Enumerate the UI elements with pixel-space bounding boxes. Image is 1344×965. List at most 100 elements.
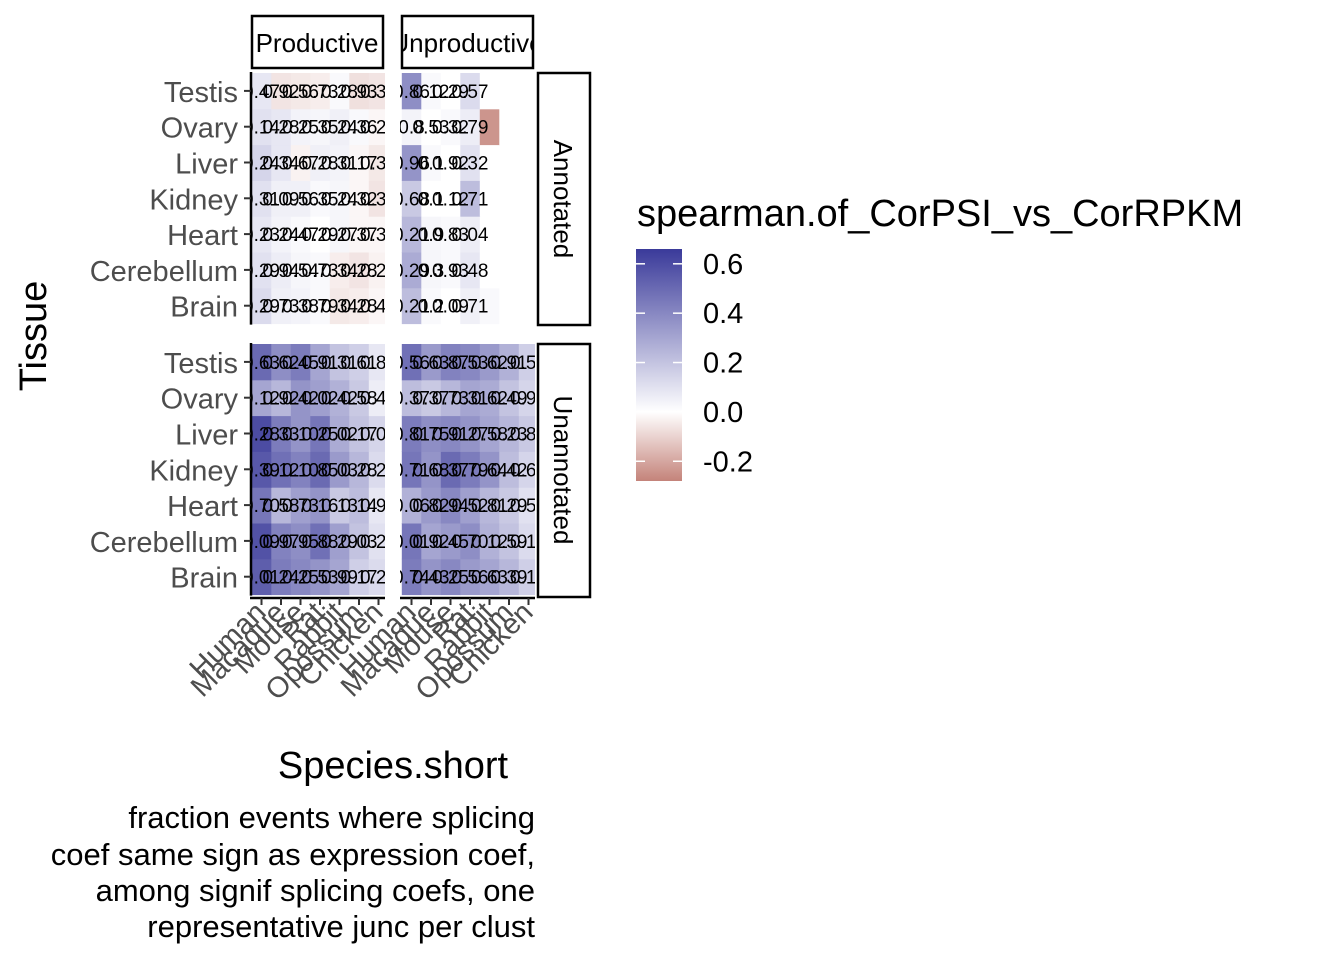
heatmap-cell: [401, 344, 422, 381]
heatmap-cell: [440, 451, 461, 488]
cell-label: 0.84: [510, 425, 547, 446]
heatmap-cell: [440, 144, 461, 181]
y-tick-label: Cerebellum: [90, 527, 238, 559]
heatmap-cell: [271, 415, 292, 452]
heatmap-cell: [479, 108, 500, 146]
legend-colorbar: [636, 249, 682, 481]
heatmap-cell: [251, 451, 272, 488]
heatmap-cell: [251, 487, 272, 524]
heatmap-cell: [421, 252, 442, 289]
cell-label: 0.91: [510, 389, 547, 410]
y-tick-label: Kidney: [149, 455, 238, 487]
heatmap-cell: [290, 144, 311, 181]
heatmap-cell: [290, 108, 311, 146]
panel-productive-annotated: [251, 73, 385, 325]
cell-label: 0.99: [321, 568, 358, 589]
cell-label: 0.63: [471, 568, 508, 589]
heatmap-cell: [460, 415, 481, 452]
cell-label: 0.56: [282, 82, 319, 103]
heatmap-cell: [290, 252, 311, 289]
heatmap-cell: [310, 287, 331, 325]
heatmap-cell: [310, 523, 331, 560]
heatmap-cell: [401, 73, 422, 110]
cell-label: 0.70: [243, 496, 280, 517]
heatmap-cell: [251, 415, 272, 452]
y-tick-label: Brain: [170, 563, 238, 595]
heatmap-cell: [440, 344, 461, 381]
cell-label: 0.45: [282, 353, 319, 374]
heatmap-cell: [401, 287, 422, 325]
cell-label: 0.16: [302, 496, 339, 517]
heatmap-cell: [271, 558, 292, 596]
heatmap-cell: [518, 344, 535, 381]
heatmap-cell: [368, 558, 385, 596]
cell-label: 0.32: [432, 118, 469, 139]
heatmap-cell: [349, 558, 370, 596]
cell-label: 0.61: [341, 353, 378, 374]
cell-label: 0.59: [491, 532, 528, 553]
y-tick-label: Testis: [164, 77, 238, 109]
y-tick-label: Ovary: [161, 113, 239, 145]
cell-label: 0.24: [360, 568, 397, 589]
cell-label: 0.63: [510, 460, 547, 481]
heatmap-cell: [499, 108, 520, 146]
heatmap-cell: [421, 344, 442, 381]
legend-tick-label: 0.2: [703, 348, 743, 380]
heatmap-cell: [518, 523, 535, 560]
cell-label: 0.38: [360, 82, 397, 103]
heatmap-cell: [329, 344, 350, 381]
heatmap-cell: [368, 379, 385, 417]
heatmap-cell: [290, 523, 311, 560]
heatmap-cell: [271, 144, 292, 181]
cell-label: 0.31: [243, 189, 280, 210]
heatmap-cell: [251, 144, 272, 181]
cell-label: 0.58: [471, 425, 508, 446]
heatmap-cell: [479, 487, 500, 524]
cell-label: 0.97: [263, 532, 300, 553]
cell-labels-productive-annotated: 0.290.730.380.790.340.280.410.290.940.54…: [243, 82, 397, 318]
cell-label: 0.1: [418, 189, 444, 210]
cell-label: 0.28: [302, 154, 339, 175]
axes: BrainCerebellumHeartKidneyLiverOvaryTest…: [90, 72, 539, 707]
heatmap-cell: [290, 451, 311, 488]
heatmap-cell: [251, 558, 272, 596]
heatmap-cell: [329, 252, 350, 289]
cell-label: 0.85: [302, 460, 339, 481]
cell-label: 0.09: [432, 297, 469, 318]
heatmap-cell: [518, 73, 535, 110]
heatmap-cell: [290, 287, 311, 325]
heatmap-cell: [310, 379, 331, 417]
cell-label: 0.89: [360, 353, 397, 374]
cell-label: 0.94: [263, 261, 300, 282]
heatmap-cell: [460, 451, 481, 488]
heatmap-cell: [368, 451, 385, 488]
heatmap-cell: [460, 108, 481, 146]
y-tick-label: Cerebellum: [90, 256, 238, 288]
heatmap-cell: [479, 344, 500, 381]
heatmap-cell: [401, 451, 422, 488]
cell-label: 0.25: [432, 568, 469, 589]
cell-label: 0.40: [360, 389, 397, 410]
heatmap-cell: [479, 144, 500, 181]
cell-label: 0.42: [321, 389, 358, 410]
y-tick-label: Heart: [167, 220, 238, 252]
legend-tick-label: -0.2: [703, 446, 753, 478]
cell-label: 0.52: [452, 496, 489, 517]
cell-label: 0.58: [341, 389, 378, 410]
heatmap-cell: [421, 487, 442, 524]
cell-label: 0.25: [282, 118, 319, 139]
heatmap-panels: [251, 73, 535, 596]
cell-label: 0.39: [491, 568, 528, 589]
heatmap-cell: [499, 523, 520, 560]
cell-label: 0.87: [432, 353, 469, 374]
cell-label: 0.75: [413, 425, 450, 446]
heatmap-cell: [251, 216, 272, 253]
cell-label: 0.37: [393, 389, 430, 410]
cell-label: 0.02: [321, 425, 358, 446]
heatmap-cell: [460, 379, 481, 417]
heatmap-cell: [310, 487, 331, 524]
heatmap-cell: [401, 415, 422, 452]
heatmap-cell: [329, 558, 350, 596]
cell-label: 0.1: [418, 154, 444, 175]
cell-label: 0.28: [341, 261, 378, 282]
